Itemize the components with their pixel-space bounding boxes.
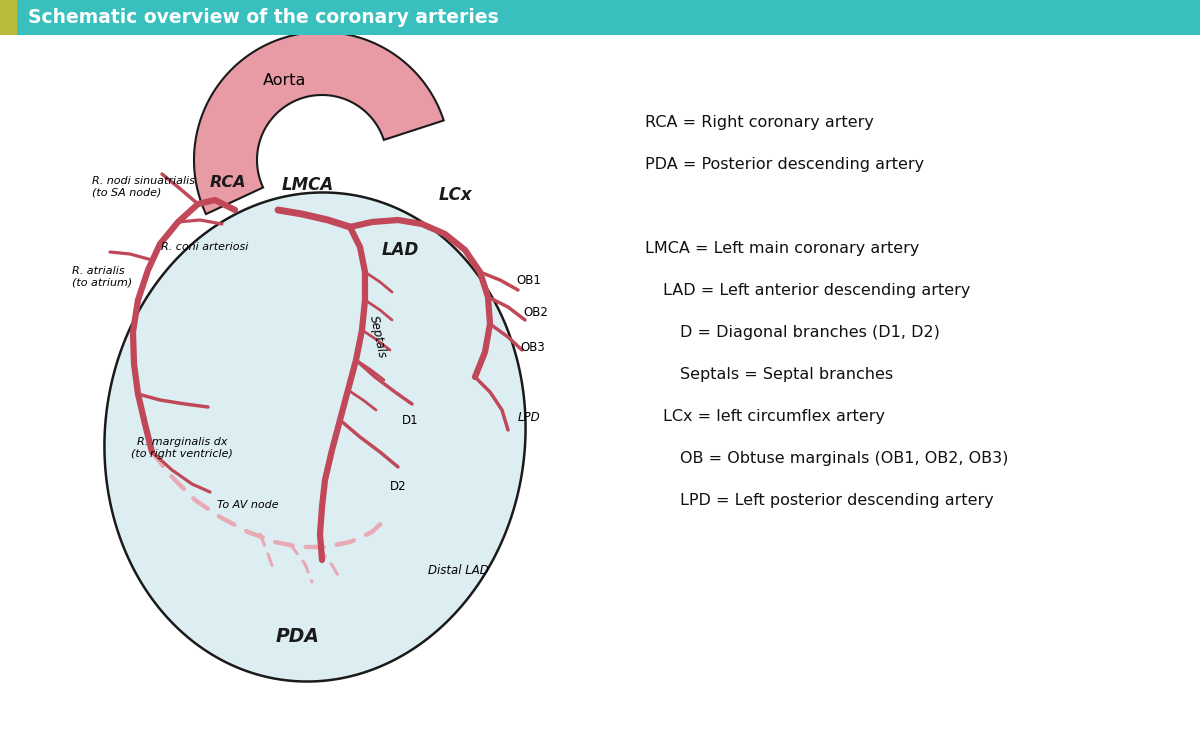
Text: R. marginalis dx
(to right ventricle): R. marginalis dx (to right ventricle) [131, 437, 233, 459]
Text: LCx = left circumflex artery: LCx = left circumflex artery [662, 409, 886, 424]
Text: Septals = Septal branches: Septals = Septal branches [680, 367, 893, 381]
Text: Septals: Septals [367, 315, 389, 360]
Text: R. nodi sinuatrialis
(to SA node): R. nodi sinuatrialis (to SA node) [92, 176, 194, 198]
Text: LMCA: LMCA [282, 176, 334, 194]
Text: RCA: RCA [210, 175, 246, 190]
Text: R. atrialis
(to atrium): R. atrialis (to atrium) [72, 266, 132, 288]
Text: Schematic overview of the coronary arteries: Schematic overview of the coronary arter… [28, 8, 499, 27]
Text: PDA: PDA [276, 628, 320, 646]
Text: LPD = Left posterior descending artery: LPD = Left posterior descending artery [680, 493, 994, 508]
Text: D2: D2 [390, 480, 407, 493]
Polygon shape [194, 32, 444, 214]
Text: RCA = Right coronary artery: RCA = Right coronary artery [646, 114, 874, 130]
Text: LAD: LAD [382, 241, 419, 259]
Text: D = Diagonal branches (D1, D2): D = Diagonal branches (D1, D2) [680, 324, 940, 340]
Polygon shape [104, 192, 526, 681]
Text: LPD: LPD [518, 410, 541, 424]
Text: OB2: OB2 [523, 306, 548, 318]
Text: To AV node: To AV node [217, 500, 278, 510]
Text: LMCA = Left main coronary artery: LMCA = Left main coronary artery [646, 240, 919, 255]
FancyBboxPatch shape [0, 0, 17, 35]
Text: OB1: OB1 [516, 274, 541, 286]
Text: OB3: OB3 [520, 341, 545, 353]
Text: LCx: LCx [438, 186, 472, 204]
Text: LAD = Left anterior descending artery: LAD = Left anterior descending artery [662, 283, 971, 298]
Text: D1: D1 [402, 414, 419, 427]
FancyBboxPatch shape [0, 0, 1200, 35]
Text: PDA = Posterior descending artery: PDA = Posterior descending artery [646, 157, 924, 171]
Text: OB = Obtuse marginals (OB1, OB2, OB3): OB = Obtuse marginals (OB1, OB2, OB3) [680, 450, 1008, 465]
Text: Aorta: Aorta [263, 73, 307, 88]
Text: R. coni arteriosi: R. coni arteriosi [161, 242, 248, 252]
Text: Distal LAD: Distal LAD [428, 563, 488, 577]
